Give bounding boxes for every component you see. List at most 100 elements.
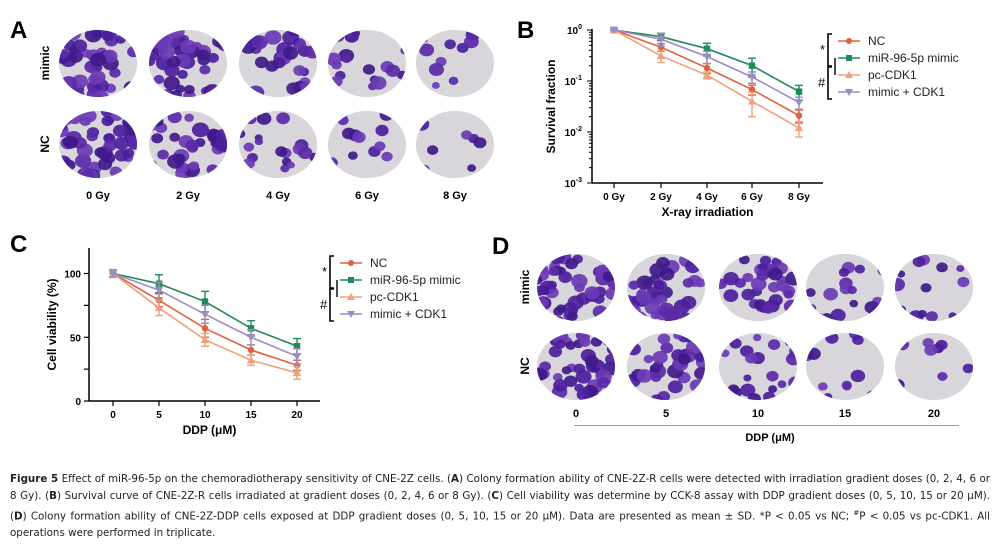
- caption-text: ) Colony formation ability of CNE-2Z-DDP…: [22, 510, 760, 523]
- data-point: [293, 342, 301, 350]
- significance-hash: #: [320, 297, 328, 312]
- data-point: [200, 335, 210, 343]
- x-tick-label: 5: [156, 410, 162, 421]
- y-tick-label: 0: [75, 397, 81, 408]
- legend-label: mimic + CDK1: [370, 307, 447, 321]
- y-tick-label: 10-1: [565, 75, 582, 88]
- bracket-hash: [827, 66, 832, 100]
- colony-plate: [239, 111, 317, 178]
- data-point: [154, 303, 164, 312]
- chart-group: 0 50 100 0 5 10 15 20 DDP (μM) Cell viability (%)…: [45, 248, 461, 437]
- panel-d-label: D: [492, 233, 510, 260]
- y-tick-label: 10-3: [565, 177, 582, 190]
- significance-star: *: [820, 42, 825, 57]
- caption-text: Effect of miR-96-5p on the chemoradiothe…: [58, 473, 452, 485]
- data-point: [609, 26, 619, 35]
- series-pc-cdk1: [609, 25, 804, 138]
- panel-b-label: B: [517, 17, 535, 44]
- x-tick-label: 20: [291, 410, 303, 421]
- data-point: [348, 260, 354, 266]
- data-point: [794, 99, 804, 107]
- panel-d-axis-line: [574, 425, 959, 426]
- caption-ref-c: C: [491, 490, 499, 502]
- y-tick-label: 50: [70, 333, 82, 344]
- data-point: [347, 293, 355, 300]
- data-point: [108, 270, 118, 278]
- x-tick-label: 4 Gy: [696, 192, 718, 203]
- data-point: [748, 62, 756, 69]
- y-axis-title: Cell viability (%): [45, 278, 59, 370]
- y-tick-label: 10-2: [565, 126, 582, 139]
- x-tick-label: 0 Gy: [603, 192, 625, 203]
- y-axis-title: Survival fraction: [544, 59, 558, 153]
- colony-plate: [537, 254, 615, 321]
- data-point: [246, 334, 256, 342]
- colony-plate: [719, 333, 797, 400]
- y-tick-exponent: 0: [578, 24, 582, 31]
- colony-plate: [895, 333, 973, 400]
- colony-plate: [328, 111, 406, 178]
- legend-label: pc-CDK1: [370, 290, 419, 304]
- legend-label: miR-96-5p mimic: [868, 51, 959, 65]
- panel-d-axis-title: DDP (μM): [745, 432, 795, 444]
- data-point: [703, 64, 711, 72]
- column-label: 5: [662, 408, 670, 420]
- data-point: [247, 325, 255, 332]
- data-point: [201, 325, 209, 332]
- y-tick-label: 100: [64, 270, 81, 281]
- legend-item: NC: [838, 34, 886, 48]
- colony-plate: [806, 254, 884, 321]
- row-label-mimic: mimic: [518, 269, 532, 304]
- legend-item: pc-CDK1: [838, 68, 917, 82]
- x-tick-label: 0: [110, 410, 116, 421]
- column-label: 6 Gy: [355, 190, 379, 202]
- data-point: [656, 36, 666, 44]
- chart-group: 100 10-1 10-2 10-3 0 Gy 2 Gy 4 Gy 6 Gy 8 Gy X-ray…: [544, 24, 959, 219]
- data-point: [846, 55, 852, 61]
- column-label: 2 Gy: [176, 190, 200, 202]
- colony-plate: [627, 333, 705, 400]
- colony-plate: [416, 111, 494, 178]
- data-point: [201, 298, 209, 305]
- colony-plate: [806, 333, 884, 400]
- legend-label: NC: [868, 34, 886, 48]
- panel-b-survival-chart: 100 10-1 10-2 10-3 0 Gy 2 Gy 4 Gy 6 Gy 8 Gy X-ray…: [544, 24, 959, 219]
- panel-a-label: A: [10, 17, 28, 44]
- caption-ref-d: D: [14, 510, 23, 523]
- figure-caption: Figure 5 Effect of miR-96-5p on the chem…: [10, 471, 990, 542]
- column-label: 0: [572, 408, 580, 420]
- data-point: [845, 71, 853, 78]
- bracket-hash: [329, 288, 334, 322]
- data-point: [795, 88, 803, 95]
- panel-c-label: C: [10, 231, 28, 258]
- caption-figure-number: Figure 5: [10, 473, 59, 485]
- y-tick-exponent: -1: [576, 75, 582, 82]
- data-point: [348, 277, 354, 283]
- legend-item: miR-96-5p mimic: [838, 51, 959, 65]
- bracket-star: [329, 255, 334, 289]
- column-label: 15: [838, 408, 852, 420]
- data-point: [200, 311, 210, 319]
- data-point: [748, 86, 756, 93]
- y-tick-exponent: -2: [576, 126, 582, 133]
- caption-hash: #: [853, 509, 860, 517]
- bracket-star: [827, 33, 832, 67]
- data-point: [703, 45, 711, 52]
- data-point: [347, 311, 355, 318]
- legend-item: pc-CDK1: [340, 290, 419, 304]
- x-axis-title: DDP (μM): [183, 423, 237, 437]
- data-point: [154, 286, 164, 295]
- data-point: [747, 97, 757, 105]
- data-point: [702, 53, 712, 61]
- column-label: 10: [751, 408, 765, 420]
- x-tick-label: 15: [245, 410, 257, 421]
- caption-star: *: [759, 510, 765, 523]
- colony-plate: [895, 254, 973, 321]
- colony-plate: [149, 111, 227, 178]
- caption-text: ) Colony formation ability of CNE-2Z-R c…: [10, 473, 990, 502]
- legend-label: mimic + CDK1: [868, 85, 945, 99]
- colony-plate: [627, 254, 705, 321]
- column-label: 8 Gy: [443, 190, 467, 202]
